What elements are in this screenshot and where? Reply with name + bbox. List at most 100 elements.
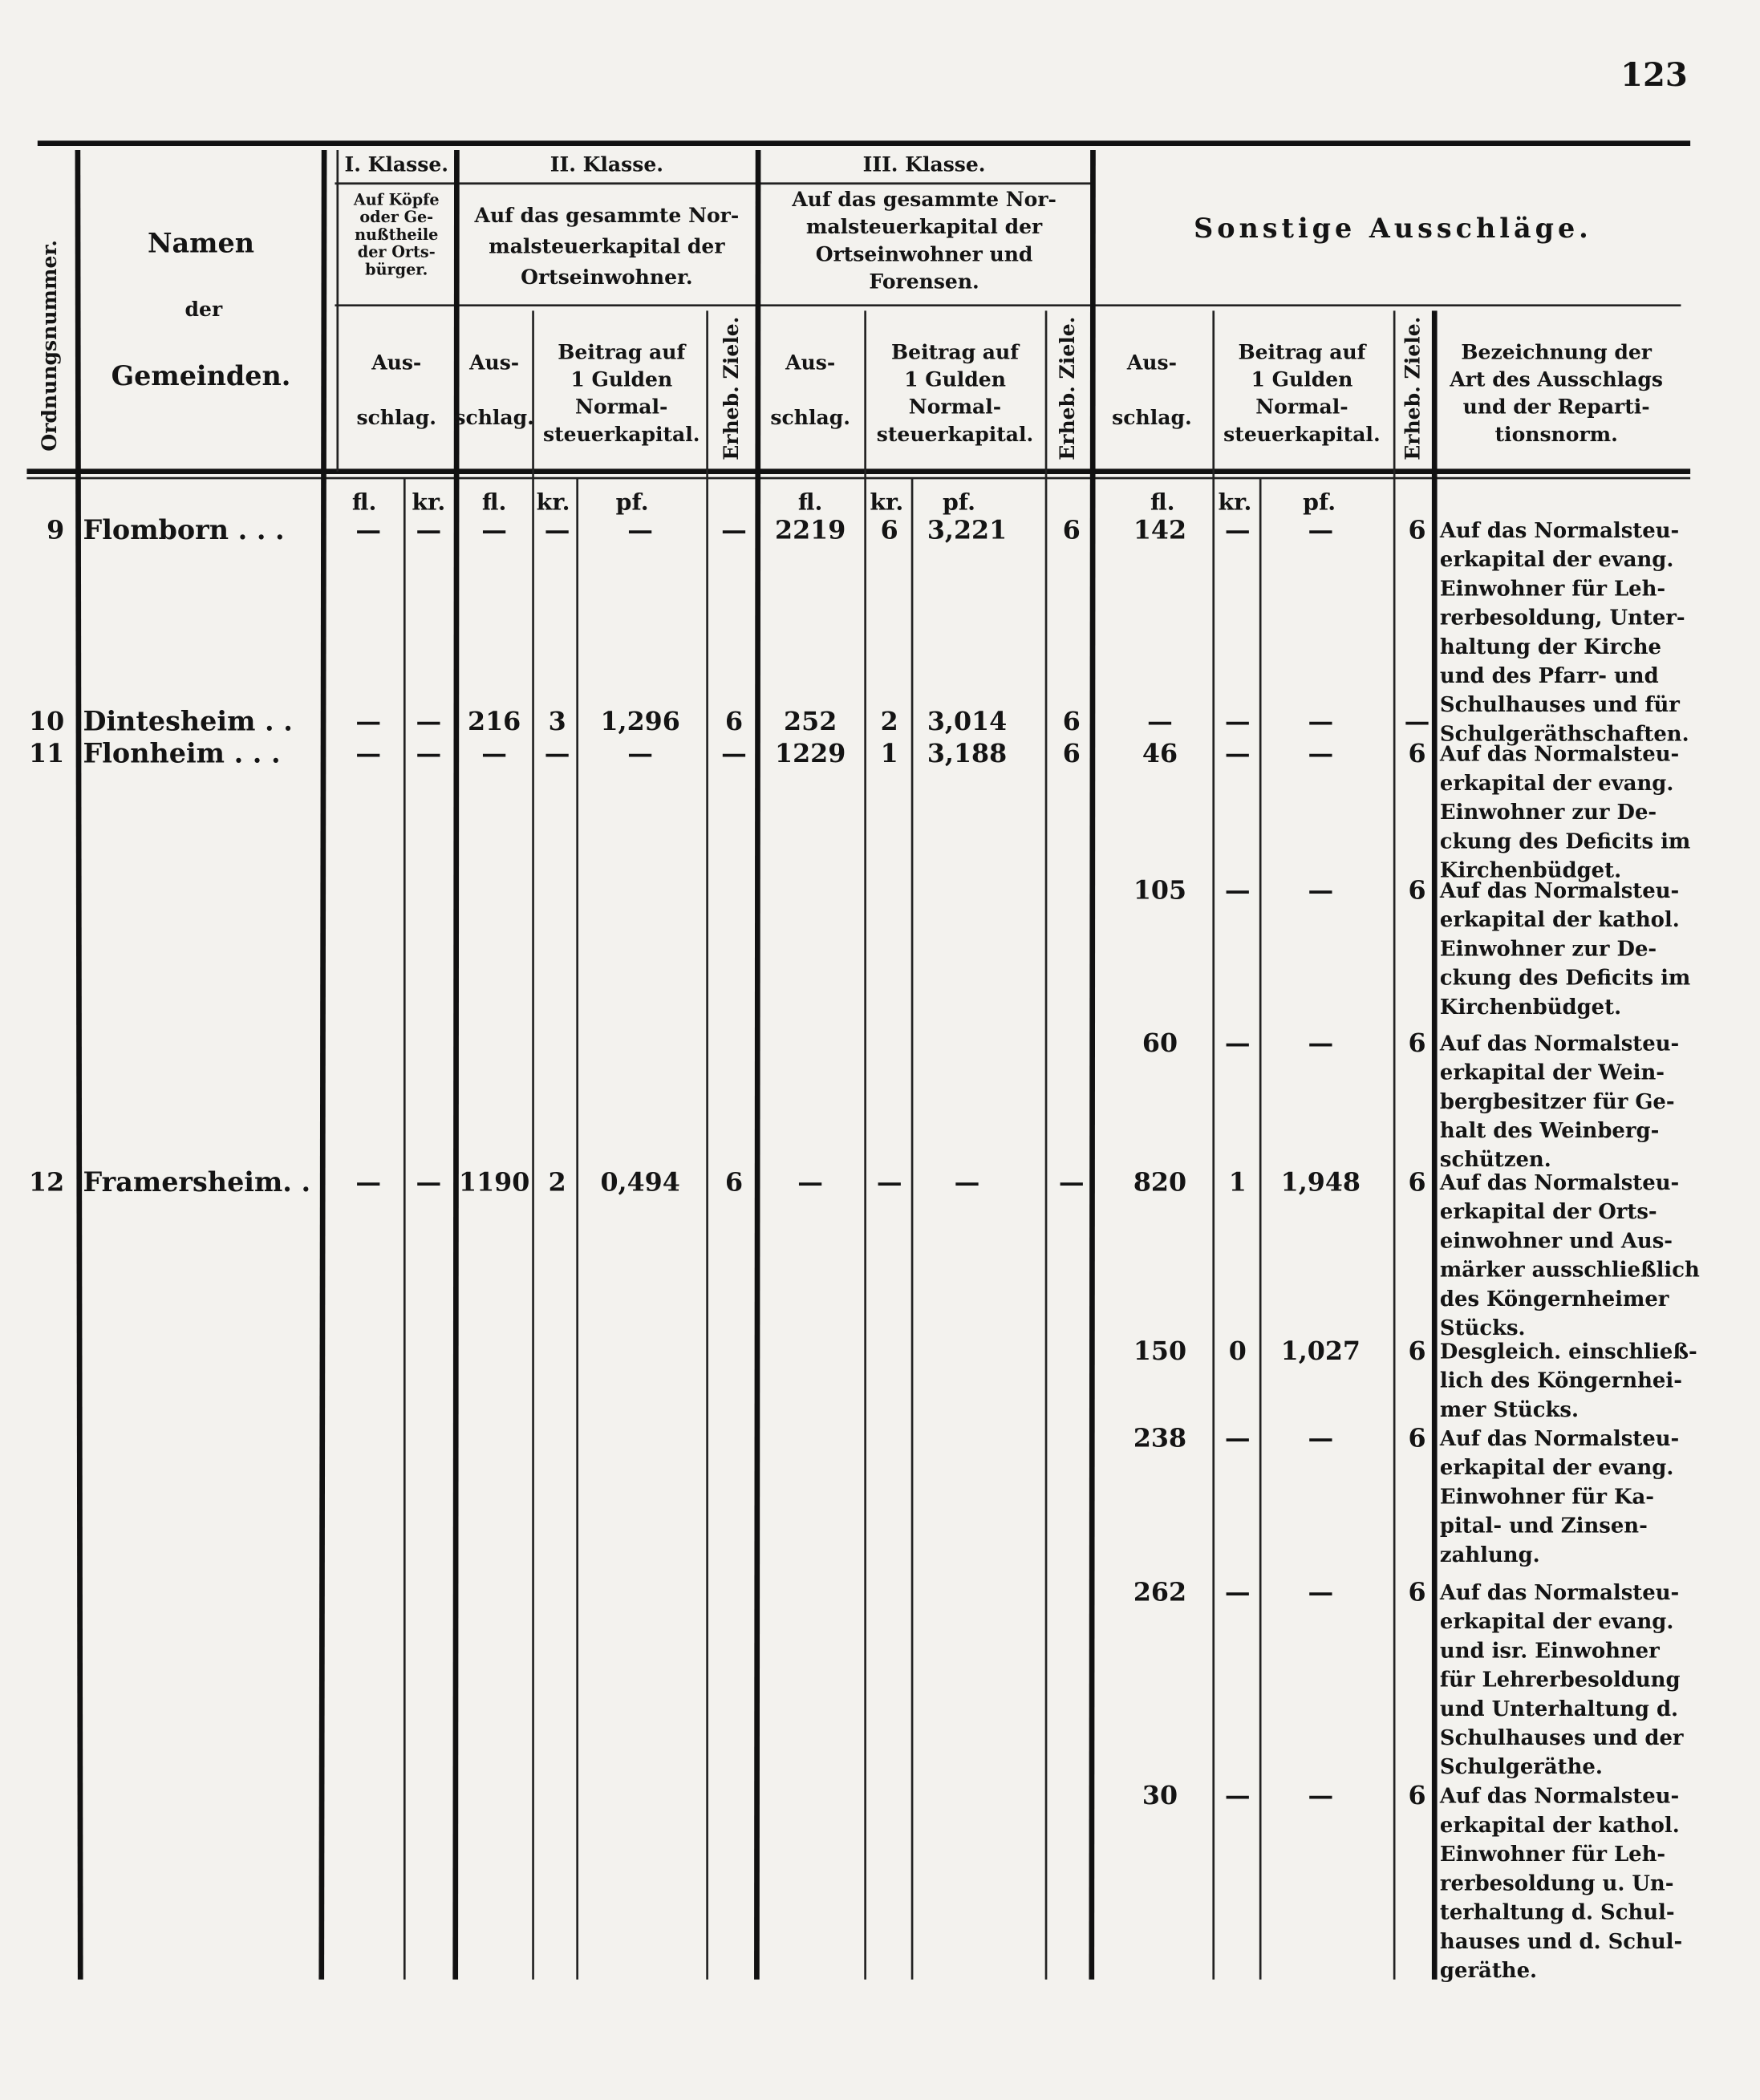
assessment-description: Auf das Normalsteu- <box>1439 1581 1679 1605</box>
cell-value: 6 <box>725 707 743 736</box>
unit-label: kr. <box>412 488 445 515</box>
assessment-description: Schulhauses und der <box>1440 1726 1684 1750</box>
assessment-description: Auf das Normalsteu- <box>1439 1785 1679 1809</box>
assessment-description: Einwohner für Leh- <box>1440 577 1665 601</box>
column-header: Aus- <box>468 351 519 375</box>
class-description: nußtheile <box>355 225 438 244</box>
column-header: 1 Gulden <box>570 367 672 391</box>
cell-value: 820 <box>1133 1167 1186 1197</box>
unit-label: fl. <box>798 488 823 515</box>
class-label: II. Klasse. <box>550 152 663 176</box>
assessment-description: Schulhauses und für <box>1440 693 1680 717</box>
class-description: bürger. <box>365 260 428 278</box>
assessment-description: Einwohner zur De- <box>1440 937 1657 961</box>
assessment-description: schützen. <box>1440 1148 1551 1172</box>
cell-value: — <box>1405 707 1430 736</box>
cell-value: 3 <box>549 707 566 736</box>
municipality-name: Flomborn . . . <box>83 514 285 545</box>
cell-value: 1229 <box>775 739 846 768</box>
page-number: 123 <box>1620 56 1688 94</box>
cell-value: 30 <box>1142 1781 1178 1810</box>
cell-value: 6 <box>1408 1577 1425 1607</box>
section-title: Sonstige Ausschläge. <box>1194 213 1592 244</box>
cell-value: — <box>1308 1781 1333 1810</box>
column-header: tionsnorm. <box>1494 422 1617 446</box>
class-description: Auf das gesammte Nor- <box>474 203 740 227</box>
assessment-description: ckung des Deficits im <box>1440 967 1690 991</box>
cell-value: — <box>1147 707 1173 736</box>
assessment-description: haltung der Kirche <box>1440 635 1661 659</box>
column-header: steuerkapital. <box>877 422 1033 446</box>
assessment-description: erkapital der Wein- <box>1440 1061 1665 1085</box>
cell-value: 6 <box>1408 739 1425 768</box>
assessment-description: erkapital der kathol. <box>1440 1814 1680 1838</box>
column-line <box>1089 149 1096 1980</box>
assessment-description: märker ausschließlich <box>1440 1259 1700 1283</box>
cell-value: — <box>416 707 441 736</box>
column-header: Beitrag auf <box>1238 339 1367 363</box>
cell-value: — <box>1308 739 1333 768</box>
column-header: Normal- <box>575 395 667 419</box>
class-label: I. Klasse. <box>345 152 448 176</box>
municipality-name: Framersheim. . <box>83 1166 311 1198</box>
cell-value: — <box>627 739 653 768</box>
assessment-description: Auf das Normalsteu- <box>1439 879 1679 903</box>
cell-value: — <box>1225 739 1251 768</box>
cell-value: 6 <box>725 1167 743 1197</box>
cell-value: — <box>1308 515 1333 545</box>
row-number: 11 <box>29 739 64 768</box>
assessment-description: Kirchenbüdget. <box>1440 859 1621 883</box>
assessment-description: und isr. Einwohner <box>1440 1639 1660 1663</box>
assessment-description: des Köngernheimer <box>1440 1287 1669 1311</box>
assessment-description: und des Pfarr- und <box>1440 664 1659 688</box>
unit-label: pf. <box>616 488 649 515</box>
unit-label: fl. <box>1150 488 1175 515</box>
cell-value: 6 <box>1063 515 1081 545</box>
assessment-description: Auf das Normalsteu- <box>1439 519 1679 543</box>
cell-value: 0 <box>1229 1336 1247 1366</box>
order-number-header: Ordnungsnummer. <box>37 240 61 452</box>
column-header: schlag. <box>357 405 436 429</box>
class-description: malsteuerkapital der <box>489 233 725 257</box>
cell-value: — <box>355 739 381 768</box>
cell-value: — <box>955 1167 980 1197</box>
cell-value: 2219 <box>775 515 846 545</box>
row-number: 10 <box>29 707 64 736</box>
column-header: Art des Ausschlags <box>1449 367 1663 391</box>
column-header: schlag. <box>454 405 533 429</box>
column-line <box>754 149 761 1980</box>
column-header: 1 Gulden <box>1251 367 1353 391</box>
cell-value: — <box>1225 875 1251 905</box>
class-description: Auf das gesammte Nor- <box>791 187 1056 211</box>
cell-value: 1190 <box>459 1167 529 1197</box>
cell-value: — <box>1225 515 1251 545</box>
unit-label: kr. <box>870 488 903 515</box>
cell-value: 6 <box>881 515 898 545</box>
cell-value: — <box>1225 1028 1251 1058</box>
cell-value: 6 <box>1408 1028 1425 1058</box>
cell-value: 262 <box>1133 1577 1186 1607</box>
assessment-description: Auf das Normalsteu- <box>1439 1171 1679 1195</box>
column-header: Erheb. Ziele. <box>1055 317 1079 460</box>
assessment-description: rerbesoldung u. Un- <box>1440 1871 1674 1895</box>
cell-value: — <box>355 515 381 545</box>
assessment-description: bergbesitzer für Ge- <box>1440 1090 1675 1114</box>
assessment-description: erkapital der evang. <box>1440 1610 1673 1634</box>
assessment-description: für Lehrerbesoldung <box>1440 1668 1681 1693</box>
cell-value: — <box>627 515 653 545</box>
assessment-description: Kirchenbüdget. <box>1440 995 1621 1020</box>
column-header: Normal- <box>909 395 1001 419</box>
column-header: Erheb. Ziele. <box>1401 317 1425 460</box>
cell-value: 6 <box>1408 515 1425 545</box>
cell-value: 252 <box>784 707 837 736</box>
row-number: 12 <box>29 1167 64 1197</box>
cell-value: 105 <box>1133 875 1186 905</box>
cell-value: — <box>355 707 381 736</box>
column-header: schlag. <box>770 405 850 429</box>
cell-value: — <box>1059 1167 1085 1197</box>
cell-value: 1,296 <box>600 707 679 736</box>
cell-value: 6 <box>1408 1781 1425 1810</box>
cell-value: — <box>1308 1577 1333 1607</box>
cell-value: — <box>1308 707 1333 736</box>
